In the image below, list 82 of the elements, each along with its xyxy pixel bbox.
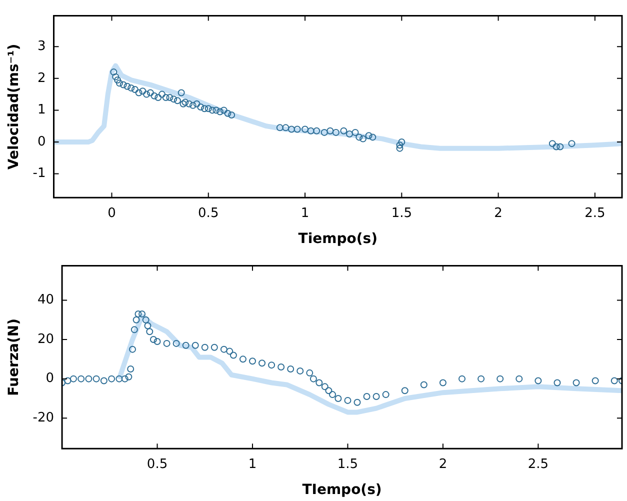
point — [276, 124, 284, 132]
y-axis-title: Velocidad(ms⁻¹) — [6, 44, 22, 170]
point — [288, 126, 295, 133]
point — [307, 127, 314, 134]
point — [193, 100, 200, 108]
point — [352, 128, 359, 136]
x-axis-title: Tiempo(s) — [298, 231, 378, 248]
point — [369, 134, 376, 141]
x-tick-label: 1 — [248, 456, 257, 472]
point — [189, 102, 196, 109]
x-tick-label: 2 — [494, 206, 502, 221]
x-tick-label: 0.5 — [198, 206, 219, 221]
x-tick-label: 1 — [300, 206, 310, 221]
point — [208, 106, 216, 114]
point — [201, 105, 208, 112]
point — [150, 92, 158, 100]
point — [326, 127, 334, 134]
point — [228, 111, 236, 118]
point — [124, 82, 131, 90]
point — [158, 90, 166, 98]
point — [143, 90, 150, 98]
x-tick-label: 0 — [108, 206, 116, 221]
point — [556, 143, 564, 150]
x-tick-label: 1.5 — [337, 456, 358, 472]
x-tick-label: 1.5 — [391, 206, 412, 221]
point — [114, 76, 122, 84]
point — [332, 128, 340, 136]
point — [365, 132, 372, 140]
point — [174, 97, 181, 104]
point — [340, 127, 348, 134]
point — [131, 86, 138, 94]
point — [166, 94, 174, 101]
x-tick-label: 2.5 — [584, 206, 606, 221]
point — [346, 130, 353, 138]
y-tick-label: -1 — [32, 166, 46, 182]
point — [135, 89, 142, 96]
x-axis-title: TIempo(s) — [302, 482, 382, 498]
y-tick-label: 0 — [46, 371, 54, 386]
point — [110, 68, 118, 76]
point — [320, 128, 328, 136]
y-tick-label: 20 — [37, 332, 54, 347]
point — [396, 144, 404, 152]
x-tick-label: 0.5 — [146, 456, 168, 472]
point — [282, 124, 290, 132]
point — [356, 134, 363, 141]
point — [568, 140, 576, 148]
point — [212, 106, 220, 114]
point — [120, 81, 127, 88]
point — [154, 94, 162, 101]
point — [128, 84, 135, 92]
point — [170, 96, 178, 103]
point — [180, 100, 187, 108]
point — [552, 143, 560, 150]
point — [224, 110, 232, 117]
point — [146, 89, 154, 96]
point — [398, 138, 406, 146]
point — [360, 135, 367, 142]
point — [548, 140, 556, 148]
x-tick-label: 2.5 — [528, 456, 549, 472]
point — [139, 88, 146, 95]
y-tick-label: -20 — [32, 410, 54, 426]
x-tick-label: 2 — [438, 456, 448, 472]
point — [178, 89, 185, 96]
point — [396, 142, 404, 149]
point — [162, 94, 170, 101]
point — [112, 73, 120, 80]
y-tick-label: 0 — [37, 134, 46, 150]
point — [302, 126, 309, 133]
point — [220, 106, 228, 114]
y-tick-label: 3 — [37, 39, 46, 54]
point — [204, 105, 212, 112]
y-axis-title: Fuerza(N) — [6, 318, 22, 396]
point — [313, 127, 320, 134]
point — [216, 108, 224, 116]
y-tick-label: 40 — [37, 292, 54, 308]
point — [197, 104, 204, 111]
y-tick-label: 1 — [37, 102, 46, 118]
point — [116, 80, 123, 87]
y-tick-label: 2 — [37, 70, 46, 86]
point — [186, 100, 193, 108]
point — [182, 98, 189, 106]
point — [294, 126, 301, 133]
